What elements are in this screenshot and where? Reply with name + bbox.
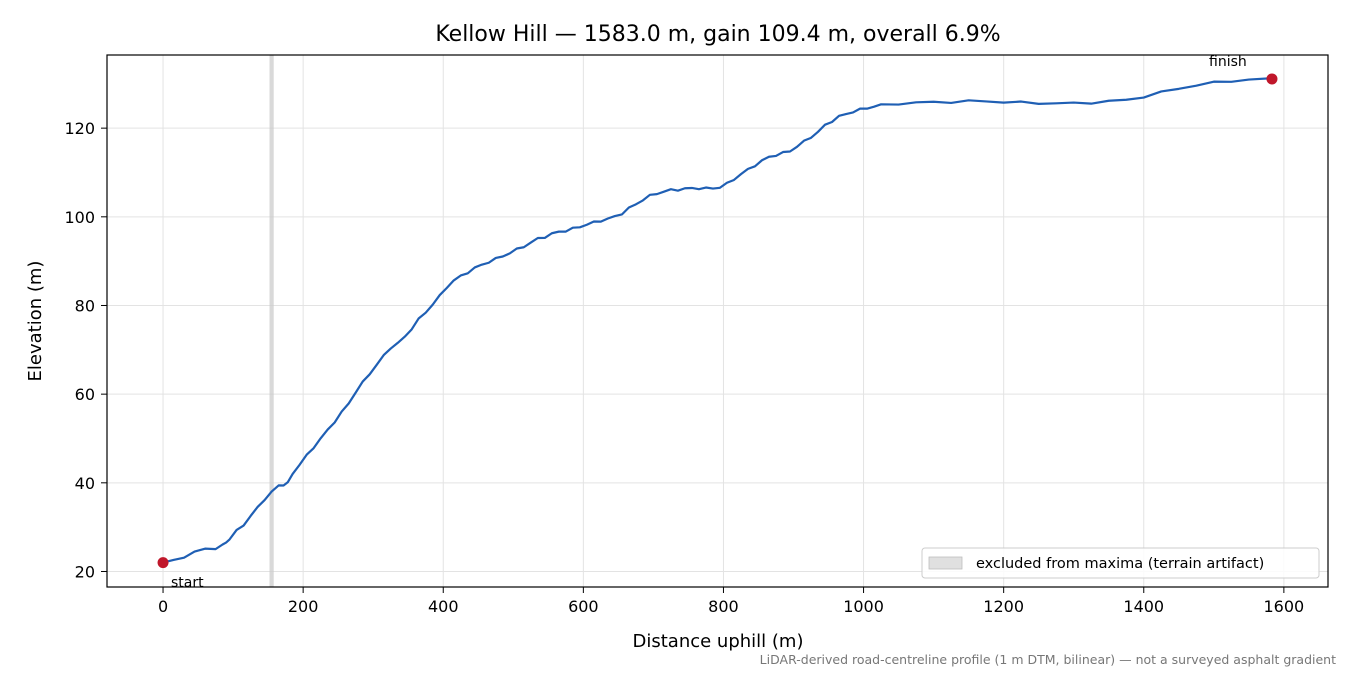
- start-marker: [157, 557, 169, 569]
- excluded-span-layer: [269, 55, 274, 587]
- y-tick-label: 20: [75, 562, 95, 581]
- x-tick-label: 800: [708, 597, 739, 616]
- x-tick-label: 400: [428, 597, 459, 616]
- x-tick-label: 200: [288, 597, 319, 616]
- finish-marker: [1266, 73, 1278, 85]
- grid: [107, 55, 1328, 587]
- y-tick-label: 60: [75, 385, 95, 404]
- excluded-span: [269, 55, 274, 587]
- marker-layer: [157, 73, 1278, 569]
- y-tick-label: 80: [75, 296, 95, 315]
- x-tick-label: 600: [568, 597, 599, 616]
- legend-label: excluded from maxima (terrain artifact): [976, 556, 1264, 572]
- y-tick-label: 40: [75, 474, 95, 493]
- chart-title: Kellow Hill — 1583.0 m, gain 109.4 m, ov…: [435, 22, 1000, 47]
- legend: excluded from maxima (terrain artifact): [921, 547, 1320, 579]
- y-tick-label: 120: [64, 119, 95, 138]
- start-annotation: start: [171, 575, 204, 591]
- legend-box: [921, 547, 1320, 579]
- x-tick-label: 1200: [983, 597, 1024, 616]
- footnote: LiDAR-derived road-centreline profile (1…: [760, 652, 1336, 667]
- x-tick-label: 1600: [1264, 597, 1305, 616]
- x-tick-label: 0: [158, 597, 168, 616]
- annotation-layer: start finish: [171, 54, 1247, 591]
- y-axis-label: Elevation (m): [25, 261, 46, 382]
- plot-frame: [106, 54, 1329, 588]
- x-tick-label: 1400: [1123, 597, 1164, 616]
- x-tick-label: 1000: [843, 597, 884, 616]
- x-axis-label: Distance uphill (m): [633, 631, 804, 652]
- series-line: [162, 77, 1273, 564]
- series-layer: [162, 77, 1273, 564]
- y-tick-label: 100: [64, 208, 95, 227]
- legend-swatch: [928, 556, 963, 570]
- finish-annotation: finish: [1209, 54, 1247, 70]
- tick-layer: 0 200 400 600 800 1000 1200 1400 1600 20 40 60 80 100…: [64, 119, 1304, 616]
